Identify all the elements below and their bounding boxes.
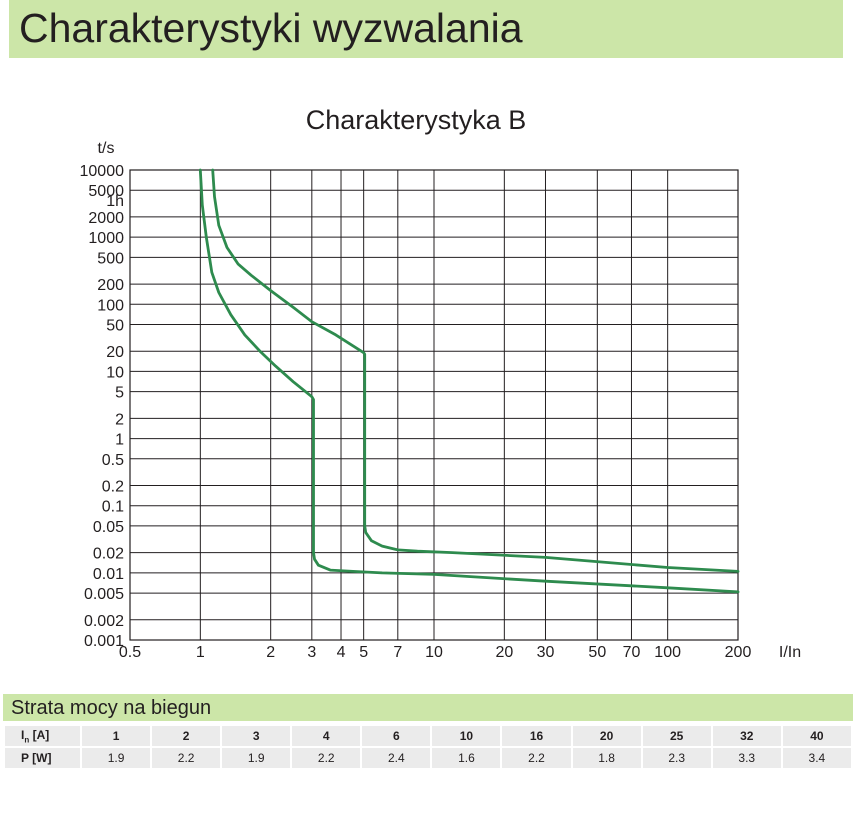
x-tick-label: 2 [266,644,275,661]
x-tick-label: 70 [623,644,641,661]
x-tick-label: 3 [307,644,316,661]
y-tick-label: 0.001 [84,633,124,650]
table-cell-power: 1.6 [432,748,501,768]
header-bar: Charakterystyki wyzwalania [9,0,843,58]
x-tick-label: 200 [725,644,752,661]
upper-bound-curve [211,168,740,573]
x-tick-label: 1 [196,644,205,661]
table-cell-power: 1.9 [222,748,291,768]
table-cell-power: 2.2 [152,748,221,768]
chart-title: Charakterystyka B [306,105,527,135]
table-cell-power: 3.4 [782,748,851,768]
x-axis-title: I/In [779,644,801,661]
y-tick-label: 50 [106,317,124,334]
lower-bound-curve [198,168,740,594]
x-tick-label: 5 [359,644,368,661]
table-cell-power: 3.3 [712,748,781,768]
y-tick-label: 1 [115,432,124,449]
chart-grid [129,169,739,641]
x-axis-labels: 0.5 1 2 3 4 5 7 10 20 30 50 70 100 200 [119,644,752,661]
y-tick-label: 100 [97,297,124,314]
table-cell-current: 25 [642,726,711,746]
table-cell-power: 1.8 [572,748,641,768]
page-title: Charakterystyki wyzwalania [19,5,523,51]
x-tick-label: 20 [495,644,513,661]
table-cell-current: 32 [712,726,781,746]
y-tick-label: 2 [115,411,124,428]
y-tick-label: 0.01 [93,566,124,583]
x-tick-label: 30 [537,644,555,661]
table-cell-power: 1.9 [82,748,151,768]
x-tick-label: 7 [393,644,402,661]
y-tick-label: 0.2 [102,479,124,496]
y-tick-label: 10000 [80,163,125,180]
x-tick-label: 50 [588,644,606,661]
table-cell-current: 1 [82,726,151,746]
y-tick-label: 0.05 [93,519,124,536]
y-tick-label: 10 [106,364,124,381]
y-tick-label: 1h [106,193,124,210]
y-tick-label: 0.005 [84,586,124,603]
y-tick-label: 5 [115,385,124,402]
y-tick-label: 0.002 [84,613,124,630]
table-cell-current: 3 [222,726,291,746]
chart-curves [198,168,740,594]
y-tick-label: 2000 [88,210,124,227]
y-tick-label: 0.02 [93,546,124,563]
x-tick-label: 0.5 [119,644,141,661]
y-tick-label: 0.1 [102,499,124,516]
section-bar: Strata mocy na biegun [3,694,853,721]
y-tick-label: 0.5 [102,452,124,469]
table-row-current: In [A] 1 2 3 4 6 10 16 20 25 32 40 [5,726,851,746]
row-header-power: P [W] [5,748,80,768]
row-header-current: In [A] [5,726,80,746]
table-row-power: P [W] 1.9 2.2 1.9 2.2 2.4 1.6 2.2 1.8 2.3 3.3 3.4 [5,748,851,768]
trip-characteristic-chart: Charakterystyka B 1000050001h20001000500… [80,105,802,661]
table-cell-current: 20 [572,726,641,746]
section-title: Strata mocy na biegun [11,697,212,719]
table-cell-current: 10 [432,726,501,746]
y-tick-label: 5000 [88,183,124,200]
y-tick-label: 500 [97,250,124,267]
table-cell-current: 16 [502,726,571,746]
x-tick-label: 10 [425,644,443,661]
table-cell-current: 40 [782,726,851,746]
x-tick-label: 4 [337,644,346,661]
table-cell-power: 2.3 [642,748,711,768]
y-tick-label: 1000 [88,230,124,247]
table-cell-power: 2.2 [292,748,361,768]
power-loss-table: In [A] 1 2 3 4 6 10 16 20 25 32 40 P [W] 1.9 2.2 1.9… [3,724,853,770]
x-tick-label: 100 [654,644,681,661]
y-tick-label: 200 [97,277,124,294]
table-cell-power: 2.2 [502,748,571,768]
table-cell-current: 2 [152,726,221,746]
table-cell-power: 2.4 [362,748,431,768]
y-axis-title: t/s [98,140,115,157]
y-tick-label: 20 [106,344,124,361]
table-cell-current: 6 [362,726,431,746]
table-cell-current: 4 [292,726,361,746]
